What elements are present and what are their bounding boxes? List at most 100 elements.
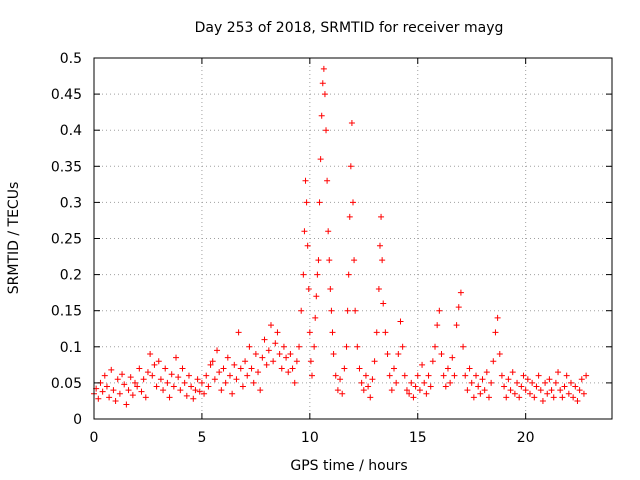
data-point xyxy=(214,347,221,354)
data-point xyxy=(555,369,562,376)
data-point xyxy=(531,394,538,401)
data-point xyxy=(235,329,242,336)
data-point xyxy=(246,343,253,350)
data-point xyxy=(306,329,313,336)
data-point xyxy=(427,383,434,390)
data-point xyxy=(112,397,119,404)
data-point xyxy=(142,394,149,401)
data-point xyxy=(138,388,145,395)
data-point xyxy=(170,383,177,390)
data-point xyxy=(278,365,285,372)
data-point xyxy=(371,358,378,365)
data-point xyxy=(514,379,521,386)
data-point xyxy=(529,379,536,386)
data-point xyxy=(216,369,223,376)
data-point xyxy=(351,257,358,264)
data-point xyxy=(226,372,233,379)
data-point xyxy=(207,361,214,368)
data-point xyxy=(287,351,294,358)
chart-title: Day 253 of 2018, SRMTID for receiver may… xyxy=(195,20,504,36)
data-point xyxy=(101,372,108,379)
data-point xyxy=(356,365,363,372)
data-point xyxy=(440,372,447,379)
data-point xyxy=(408,379,415,386)
data-point xyxy=(132,379,139,386)
data-point xyxy=(121,381,128,388)
data-point xyxy=(315,257,322,264)
data-point xyxy=(455,304,462,311)
data-point xyxy=(328,307,335,314)
data-point xyxy=(252,351,259,358)
data-point xyxy=(505,376,512,383)
data-point xyxy=(162,365,169,372)
data-point xyxy=(168,371,175,378)
data-point xyxy=(444,365,451,372)
data-point xyxy=(384,351,391,358)
data-point xyxy=(304,242,311,249)
data-point xyxy=(421,379,428,386)
data-point xyxy=(110,387,117,394)
data-point xyxy=(95,395,102,402)
data-point xyxy=(358,379,365,386)
data-point xyxy=(147,351,154,358)
data-point xyxy=(330,351,337,358)
data-point xyxy=(436,307,443,314)
data-point xyxy=(464,387,471,394)
data-point xyxy=(325,228,332,235)
data-point xyxy=(140,376,147,383)
data-point xyxy=(429,358,436,365)
data-point xyxy=(453,322,460,329)
data-point xyxy=(460,343,467,350)
data-point xyxy=(114,376,121,383)
data-point xyxy=(265,347,272,354)
data-point xyxy=(149,372,156,379)
data-point xyxy=(222,379,229,386)
data-point xyxy=(296,343,303,350)
data-point xyxy=(578,376,585,383)
data-point xyxy=(572,383,579,390)
data-point xyxy=(192,387,199,394)
x-tick-labels: 0 5 10 15 20 xyxy=(90,430,535,446)
data-point xyxy=(301,228,308,235)
data-point xyxy=(177,387,184,394)
data-point xyxy=(344,307,351,314)
data-point xyxy=(432,343,439,350)
data-point xyxy=(378,213,385,220)
data-point xyxy=(509,369,516,376)
data-point xyxy=(451,372,458,379)
y-tick-label: 0.5 xyxy=(60,51,82,67)
y-tick-label: 0.05 xyxy=(51,376,82,392)
data-point xyxy=(255,369,262,376)
data-point xyxy=(318,112,325,119)
data-point xyxy=(119,371,126,378)
data-point xyxy=(583,372,590,379)
data-point xyxy=(419,361,426,368)
data-point xyxy=(259,354,266,361)
data-point xyxy=(272,340,279,347)
data-point xyxy=(166,394,173,401)
y-tick-label: 0.1 xyxy=(60,340,82,356)
data-point xyxy=(462,372,469,379)
data-point xyxy=(196,388,203,395)
data-point xyxy=(414,372,421,379)
data-point xyxy=(567,379,574,386)
data-point xyxy=(211,376,218,383)
data-point xyxy=(190,395,197,402)
data-point xyxy=(144,369,151,376)
data-point xyxy=(348,119,355,126)
data-point xyxy=(329,329,336,336)
data-point xyxy=(535,372,542,379)
data-point xyxy=(416,387,423,394)
data-point xyxy=(103,383,110,390)
data-point xyxy=(379,257,386,264)
data-point xyxy=(136,365,143,372)
data-point xyxy=(153,383,160,390)
x-tick-label: 15 xyxy=(409,430,427,446)
data-point xyxy=(302,177,309,184)
data-point xyxy=(401,372,408,379)
data-point xyxy=(339,390,346,397)
data-point xyxy=(160,387,167,394)
data-point xyxy=(362,372,369,379)
data-point xyxy=(341,365,348,372)
